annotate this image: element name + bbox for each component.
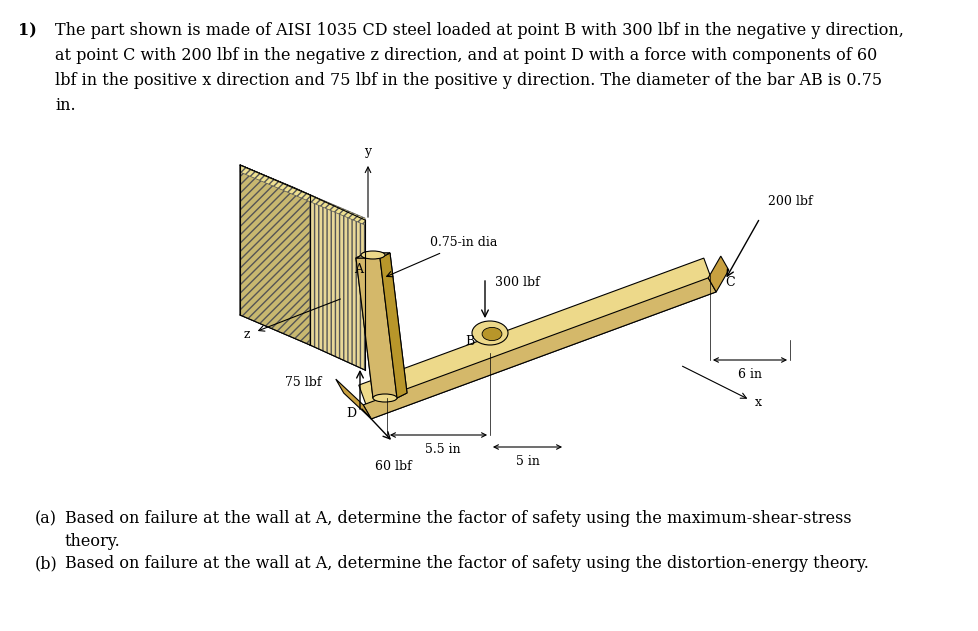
Polygon shape (356, 253, 389, 258)
Polygon shape (240, 165, 310, 345)
Polygon shape (356, 253, 389, 258)
Polygon shape (356, 258, 397, 398)
Text: z: z (244, 327, 250, 341)
Polygon shape (310, 195, 365, 370)
Text: The part shown is made of AISI 1035 CD steel loaded at point B with 300 lbf in t: The part shown is made of AISI 1035 CD s… (55, 22, 903, 39)
Text: 6 in: 6 in (737, 368, 761, 381)
Text: 75 lbf: 75 lbf (286, 375, 322, 389)
Polygon shape (363, 278, 716, 419)
Text: 300 lbf: 300 lbf (495, 276, 539, 290)
Text: D: D (345, 407, 356, 420)
Ellipse shape (361, 251, 384, 259)
Text: y: y (364, 145, 372, 158)
Polygon shape (240, 165, 365, 220)
Text: (b): (b) (35, 555, 58, 572)
Ellipse shape (481, 327, 502, 341)
Text: (a): (a) (35, 510, 57, 527)
Text: 0.75-in dia: 0.75-in dia (386, 237, 497, 277)
Text: B: B (466, 335, 474, 348)
Text: 200 lbf: 200 lbf (767, 195, 812, 208)
Text: at point C with 200 lbf in the negative z direction, and at point D with a force: at point C with 200 lbf in the negative … (55, 47, 876, 64)
Polygon shape (379, 253, 407, 398)
Text: 5 in: 5 in (515, 455, 539, 468)
Polygon shape (358, 258, 716, 419)
Ellipse shape (471, 321, 508, 345)
Text: Based on failure at the wall at A, determine the factor of safety using the dist: Based on failure at the wall at A, deter… (65, 555, 868, 572)
Polygon shape (707, 256, 728, 292)
Polygon shape (310, 195, 365, 370)
Ellipse shape (373, 394, 397, 402)
Text: 1): 1) (18, 22, 37, 39)
Text: Based on failure at the wall at A, determine the factor of safety using the maxi: Based on failure at the wall at A, deter… (65, 510, 851, 527)
Text: C: C (725, 276, 734, 290)
Text: theory.: theory. (65, 533, 120, 550)
Text: x: x (754, 396, 761, 410)
Polygon shape (356, 258, 397, 398)
Polygon shape (379, 253, 407, 398)
Text: 5.5 in: 5.5 in (424, 443, 460, 456)
Text: in.: in. (55, 97, 75, 114)
Polygon shape (335, 379, 371, 419)
Text: 60 lbf: 60 lbf (375, 460, 412, 473)
Text: A: A (354, 263, 363, 276)
Polygon shape (240, 165, 310, 345)
Polygon shape (240, 165, 365, 225)
Text: lbf in the positive x direction and 75 lbf in the positive y direction. The diam: lbf in the positive x direction and 75 l… (55, 72, 881, 89)
